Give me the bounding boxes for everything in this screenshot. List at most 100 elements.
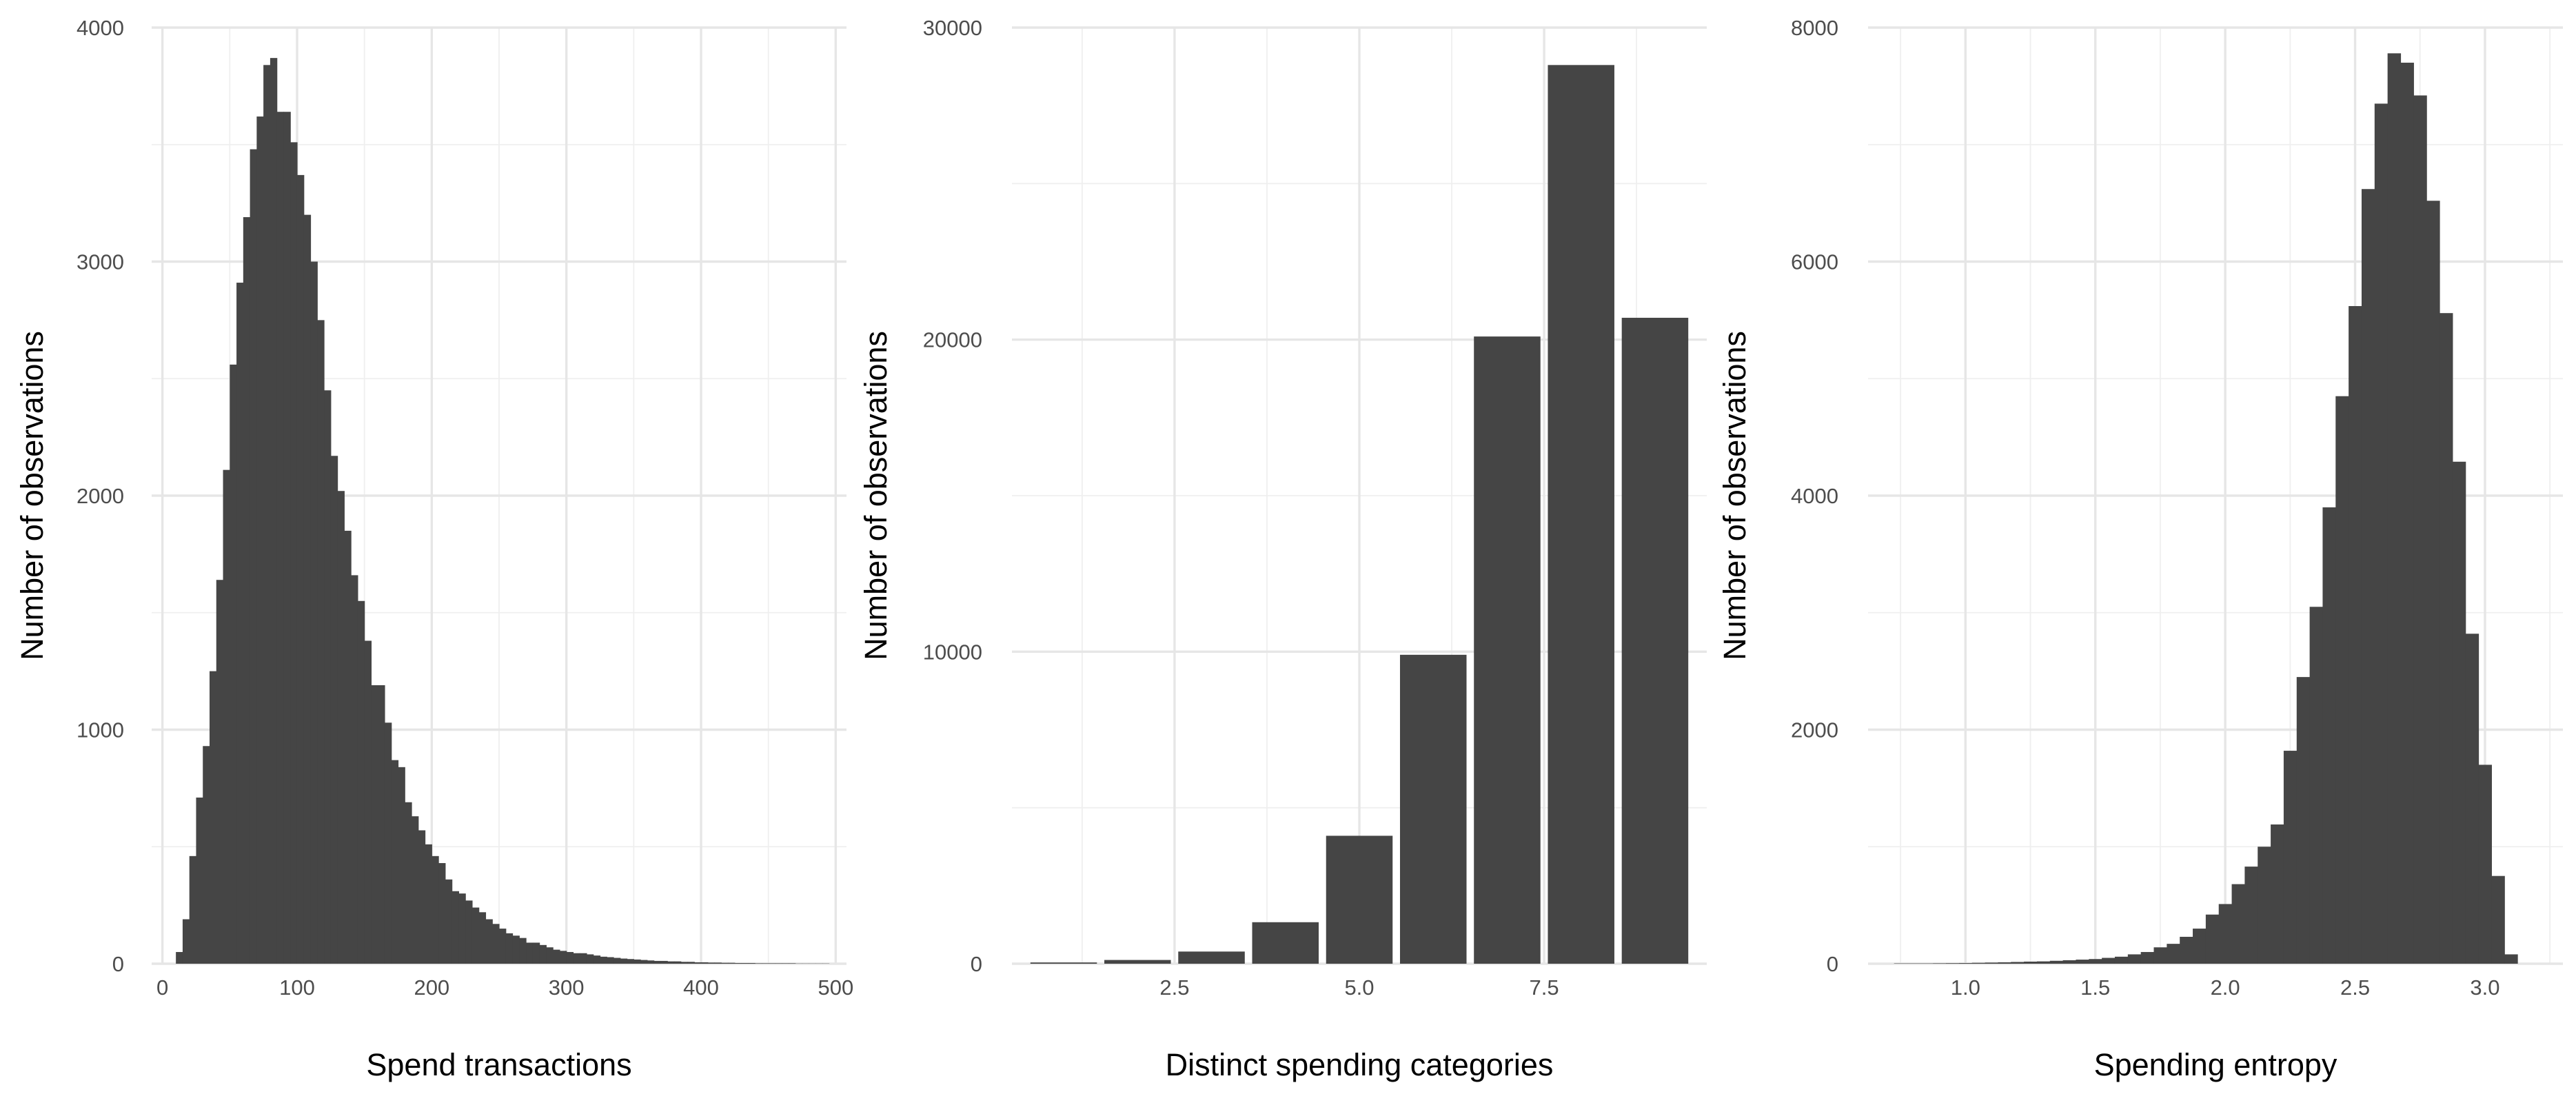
x-tick-label: 2.0 xyxy=(2211,975,2240,1000)
histogram-bar xyxy=(573,953,580,964)
histogram-bar xyxy=(2153,947,2167,964)
histogram-bar xyxy=(741,962,749,964)
panel-spending-entropy: 0 2000 4000 6000 8000 1.0 1.5 2.0 2.5 3.0 Spendi… xyxy=(1717,16,2563,1082)
histogram-bar xyxy=(176,952,183,964)
histogram-bar xyxy=(519,938,527,964)
histogram-bar xyxy=(2167,944,2180,964)
histogram-bar xyxy=(2440,313,2453,964)
histogram-bar xyxy=(2205,914,2220,964)
x-axis-title: Distinct spending categories xyxy=(1166,1047,1554,1082)
x-tick-label: 1.5 xyxy=(2080,975,2110,1000)
y-tick-label: 4000 xyxy=(1791,484,1838,508)
y-tick-label: 2000 xyxy=(1791,718,1838,742)
x-tick-label: 300 xyxy=(549,975,585,1000)
histogram-bar xyxy=(600,956,607,964)
histogram-bar xyxy=(687,962,695,964)
x-tick-label: 500 xyxy=(818,975,854,1000)
histogram-bar xyxy=(2374,103,2389,964)
y-tick-label: 4000 xyxy=(77,16,124,40)
bars-spending-entropy xyxy=(1894,53,2518,964)
y-tick-label: 8000 xyxy=(1791,16,1838,40)
histogram-bar xyxy=(398,767,405,964)
histogram-bar xyxy=(2218,904,2233,964)
histogram-bar xyxy=(2400,62,2414,964)
histogram-bar xyxy=(236,283,244,964)
histogram-bar xyxy=(2296,677,2311,964)
histogram-bar xyxy=(203,746,210,964)
histogram-bar xyxy=(2193,929,2207,964)
histogram-bar xyxy=(553,949,560,964)
x-ticks-spend-transactions: 0 100 200 300 400 500 xyxy=(156,975,853,1000)
y-ticks-spending-entropy: 0 2000 4000 6000 8000 xyxy=(1791,16,1838,976)
x-tick-label: 2.5 xyxy=(2340,975,2370,1000)
histogram-bar xyxy=(640,960,648,964)
histogram-bar xyxy=(2244,867,2258,964)
histogram-bar xyxy=(633,959,641,964)
histogram-bar xyxy=(734,962,742,964)
histogram-bar xyxy=(607,957,614,964)
histogram-bar xyxy=(2465,634,2479,964)
histogram-bar xyxy=(2387,53,2402,964)
y-tick-label: 6000 xyxy=(1791,250,1838,274)
y-tick-label: 0 xyxy=(971,952,982,976)
histogram-bar xyxy=(425,844,432,964)
histogram-bar xyxy=(283,112,291,964)
y-tick-label: 30000 xyxy=(923,16,982,40)
histogram-bar xyxy=(196,797,203,964)
x-tick-label: 7.5 xyxy=(1530,975,1559,1000)
histogram-bar xyxy=(627,959,634,964)
histogram-bar xyxy=(694,962,702,964)
category-bar xyxy=(1326,835,1393,964)
histogram-bar xyxy=(182,919,190,964)
histogram-bar xyxy=(478,912,487,964)
histogram-bar xyxy=(566,952,574,964)
x-ticks-distinct-categories: 2.5 5.0 7.5 xyxy=(1159,975,1559,1000)
histogram-bar xyxy=(2491,875,2505,964)
histogram-bar xyxy=(768,963,776,964)
histogram-bar xyxy=(2062,960,2077,964)
x-tick-label: 2.5 xyxy=(1159,975,1189,1000)
histogram-bar xyxy=(620,958,628,964)
histogram-bar xyxy=(2322,507,2336,964)
category-bar xyxy=(1104,960,1171,964)
histogram-bar xyxy=(330,456,338,964)
histogram-bar xyxy=(189,855,197,964)
histogram-bar xyxy=(344,530,352,964)
x-tick-label: 1.0 xyxy=(1951,975,1980,1000)
histogram-bar xyxy=(2180,936,2193,964)
y-tick-label: 1000 xyxy=(77,718,124,742)
histogram-bar xyxy=(505,933,514,964)
histogram-bar xyxy=(250,149,257,964)
histogram-bar xyxy=(485,919,493,964)
histogram-bar xyxy=(290,142,298,964)
histogram-bar xyxy=(2089,959,2102,964)
histogram-bar xyxy=(2426,201,2440,964)
histogram-bar xyxy=(216,580,224,964)
histogram-bar xyxy=(782,963,789,964)
histogram-bar xyxy=(2011,962,2025,964)
histogram-bar xyxy=(317,320,325,964)
histogram-bar xyxy=(1971,962,1986,964)
histogram-bar xyxy=(532,942,540,964)
y-tick-label: 10000 xyxy=(923,640,982,664)
histogram-bar xyxy=(2076,960,2089,964)
x-axis-title: Spend transactions xyxy=(366,1047,631,1082)
histogram-bar xyxy=(384,722,392,964)
histogram-bar xyxy=(471,907,480,964)
bars-spend-transactions xyxy=(176,58,830,964)
y-ticks-distinct-categories: 0 10000 20000 30000 xyxy=(923,16,982,976)
y-tick-label: 20000 xyxy=(923,328,982,352)
histogram-bar xyxy=(378,685,385,964)
y-tick-label: 3000 xyxy=(77,250,124,274)
x-tick-label: 400 xyxy=(683,975,719,1000)
y-tick-label: 0 xyxy=(112,952,124,976)
histogram-bar xyxy=(1920,963,1934,964)
histogram-bar xyxy=(2258,847,2271,964)
histogram-bar xyxy=(465,900,473,964)
histogram-bar xyxy=(432,855,439,964)
histogram-bar xyxy=(512,935,520,964)
x-tick-label: 0 xyxy=(156,975,168,1000)
x-tick-label: 5.0 xyxy=(1344,975,1374,1000)
histogram-bar xyxy=(324,390,332,964)
histogram-bar xyxy=(256,117,264,964)
